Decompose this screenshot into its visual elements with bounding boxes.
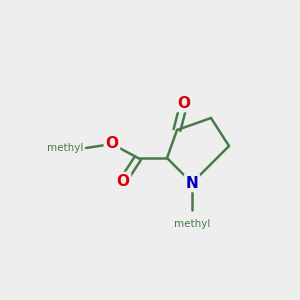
Text: O: O <box>106 136 118 152</box>
Text: methyl: methyl <box>46 143 83 153</box>
Text: O: O <box>178 95 190 110</box>
Text: O: O <box>116 173 130 188</box>
Text: N: N <box>186 176 198 190</box>
Text: methyl: methyl <box>174 219 210 229</box>
